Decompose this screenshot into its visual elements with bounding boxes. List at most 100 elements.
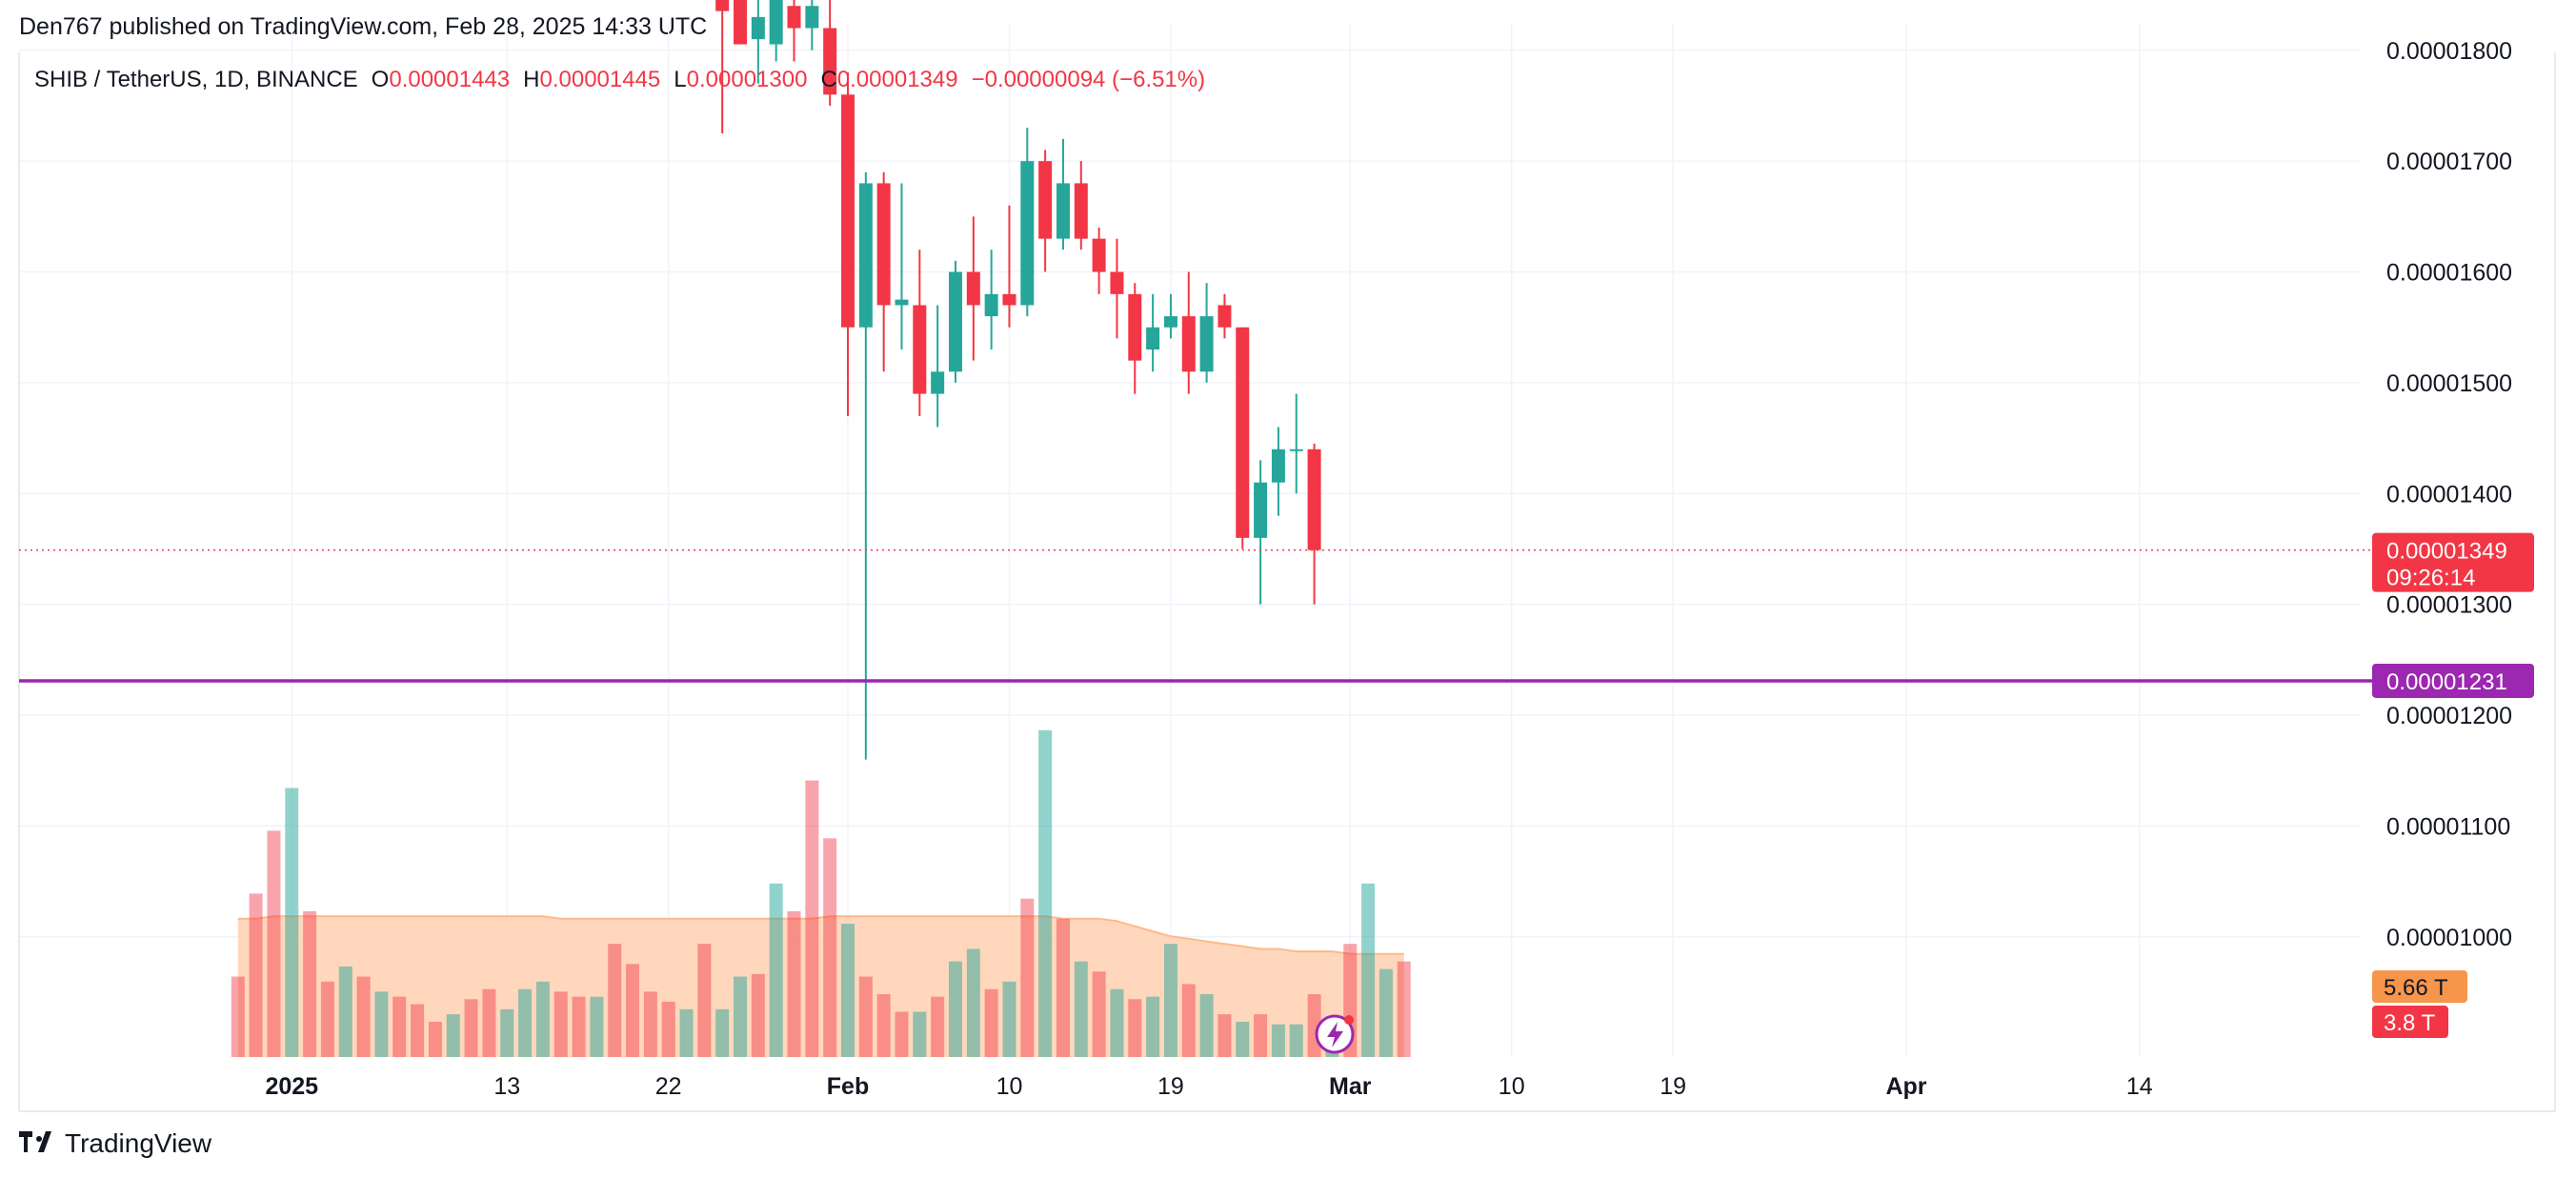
candle	[1254, 460, 1268, 605]
candle-body	[966, 271, 980, 306]
candle-body	[751, 16, 765, 40]
candle-body	[1002, 293, 1016, 306]
volume-ma-label: 5.66 T	[2384, 975, 2448, 1001]
x-tick-label: Apr	[1885, 1073, 1926, 1100]
volume-bar	[1289, 1024, 1303, 1057]
legend-close-label: C	[820, 67, 837, 92]
legend-open-value: 0.00001443	[389, 67, 511, 92]
volume-bar	[715, 1008, 730, 1057]
volume-bar	[984, 988, 998, 1057]
volume-bar	[948, 961, 962, 1057]
legend-high-label: H	[523, 67, 540, 92]
candle-body	[931, 371, 945, 394]
volume-bar	[1002, 981, 1016, 1057]
candle-body	[1163, 316, 1177, 328]
candle	[876, 171, 891, 372]
candle	[805, 0, 819, 50]
candle	[1002, 205, 1016, 328]
x-tick-label: 14	[2126, 1073, 2153, 1100]
volume-bar	[231, 976, 245, 1057]
volume-bar	[285, 788, 299, 1057]
volume-bar	[876, 994, 891, 1057]
candle	[858, 171, 873, 760]
volume-bar	[769, 883, 783, 1057]
candle-body	[1146, 327, 1160, 350]
volume-bar	[338, 966, 352, 1057]
x-tick-label: 19	[1157, 1073, 1184, 1100]
y-tick-label: 0.00001800	[2386, 38, 2512, 65]
lightning-icon-dot	[1344, 1015, 1354, 1025]
volume-bar	[1056, 918, 1070, 1057]
candle	[1236, 327, 1250, 549]
candle-body	[1181, 316, 1196, 372]
y-tick-label: 0.00001400	[2386, 481, 2512, 508]
volume-last-badge-bg	[2372, 1006, 2448, 1038]
volume-bar	[823, 838, 837, 1057]
volume-bar	[1038, 729, 1053, 1057]
last-price-badge-text: 0.00001349	[2386, 539, 2507, 565]
volume-bar	[913, 1011, 927, 1057]
volume-bar	[464, 999, 478, 1057]
footer: TradingView	[19, 1128, 211, 1159]
volume-bar	[500, 1008, 514, 1057]
candle	[734, 0, 748, 45]
candle-body	[823, 28, 837, 95]
y-tick-label: 0.00001100	[2386, 813, 2510, 840]
volume-bar	[1379, 968, 1393, 1057]
candle	[751, 0, 765, 84]
candle	[787, 0, 801, 62]
last-price-badge-bg	[2372, 532, 2534, 592]
x-tick-label: 10	[996, 1073, 1023, 1100]
candle-body	[1092, 238, 1106, 272]
legend-close-value: 0.00001349	[836, 67, 958, 92]
volume-bar	[1020, 898, 1035, 1057]
candle	[1056, 138, 1070, 250]
candle	[1074, 161, 1088, 250]
volume-last-badge: 3.8 T	[2372, 1006, 2448, 1038]
candle-body	[1289, 449, 1303, 451]
tradingview-brand[interactable]: TradingView	[65, 1128, 212, 1158]
volume-bar	[249, 893, 263, 1057]
volume-bar	[1199, 994, 1214, 1057]
candle-body	[1236, 327, 1250, 538]
last-price-badge-text: 09:26:14	[2386, 566, 2475, 591]
y-tick-label: 0.00001000	[2386, 925, 2512, 951]
candle-body	[1074, 183, 1088, 239]
volume-bar	[966, 948, 980, 1057]
candle-body	[1020, 161, 1035, 306]
lightning-icon[interactable]	[1315, 1014, 1355, 1054]
volume-bar	[858, 976, 873, 1057]
time-axis: 2025 13 22 Feb 10 19 Mar 10 19 Apr 14	[265, 1073, 2152, 1100]
volume-bar	[931, 996, 945, 1057]
legend-symbol[interactable]: SHIB / TetherUS, 1D, BINANCE	[34, 67, 358, 92]
volume-bar	[553, 991, 568, 1057]
candle	[1092, 228, 1106, 294]
volume-bar	[572, 996, 586, 1057]
volume-bar	[751, 973, 765, 1057]
candle	[1020, 128, 1035, 317]
symbol-legend: SHIB / TetherUS, 1D, BINANCE O 0.0000144…	[34, 67, 1205, 93]
candle	[1271, 427, 1285, 516]
candle	[1110, 238, 1124, 339]
volume-bar	[590, 996, 604, 1057]
volume-bar	[320, 981, 334, 1057]
legend-open-label: O	[371, 67, 390, 92]
volume-bar	[1218, 1014, 1232, 1057]
tradingview-logo-icon[interactable]	[19, 1130, 57, 1157]
volume-bar	[374, 991, 389, 1057]
x-tick-label: Mar	[1329, 1073, 1372, 1100]
candle	[948, 260, 962, 383]
candle-body	[1128, 293, 1142, 361]
level-badge-text: 0.00001231	[2386, 669, 2507, 695]
volume-bar	[1397, 961, 1411, 1057]
price-lines	[19, 549, 2372, 683]
volume-bar	[482, 988, 496, 1057]
candle	[1199, 283, 1214, 383]
price-axis: 0.00001800 0.00001700 0.00001600 0.00001500…	[2386, 38, 2512, 951]
volume-bar	[895, 1011, 909, 1057]
x-tick-label: Feb	[827, 1073, 869, 1100]
volume-bar	[1128, 999, 1142, 1057]
x-tick-label: 13	[493, 1073, 520, 1100]
